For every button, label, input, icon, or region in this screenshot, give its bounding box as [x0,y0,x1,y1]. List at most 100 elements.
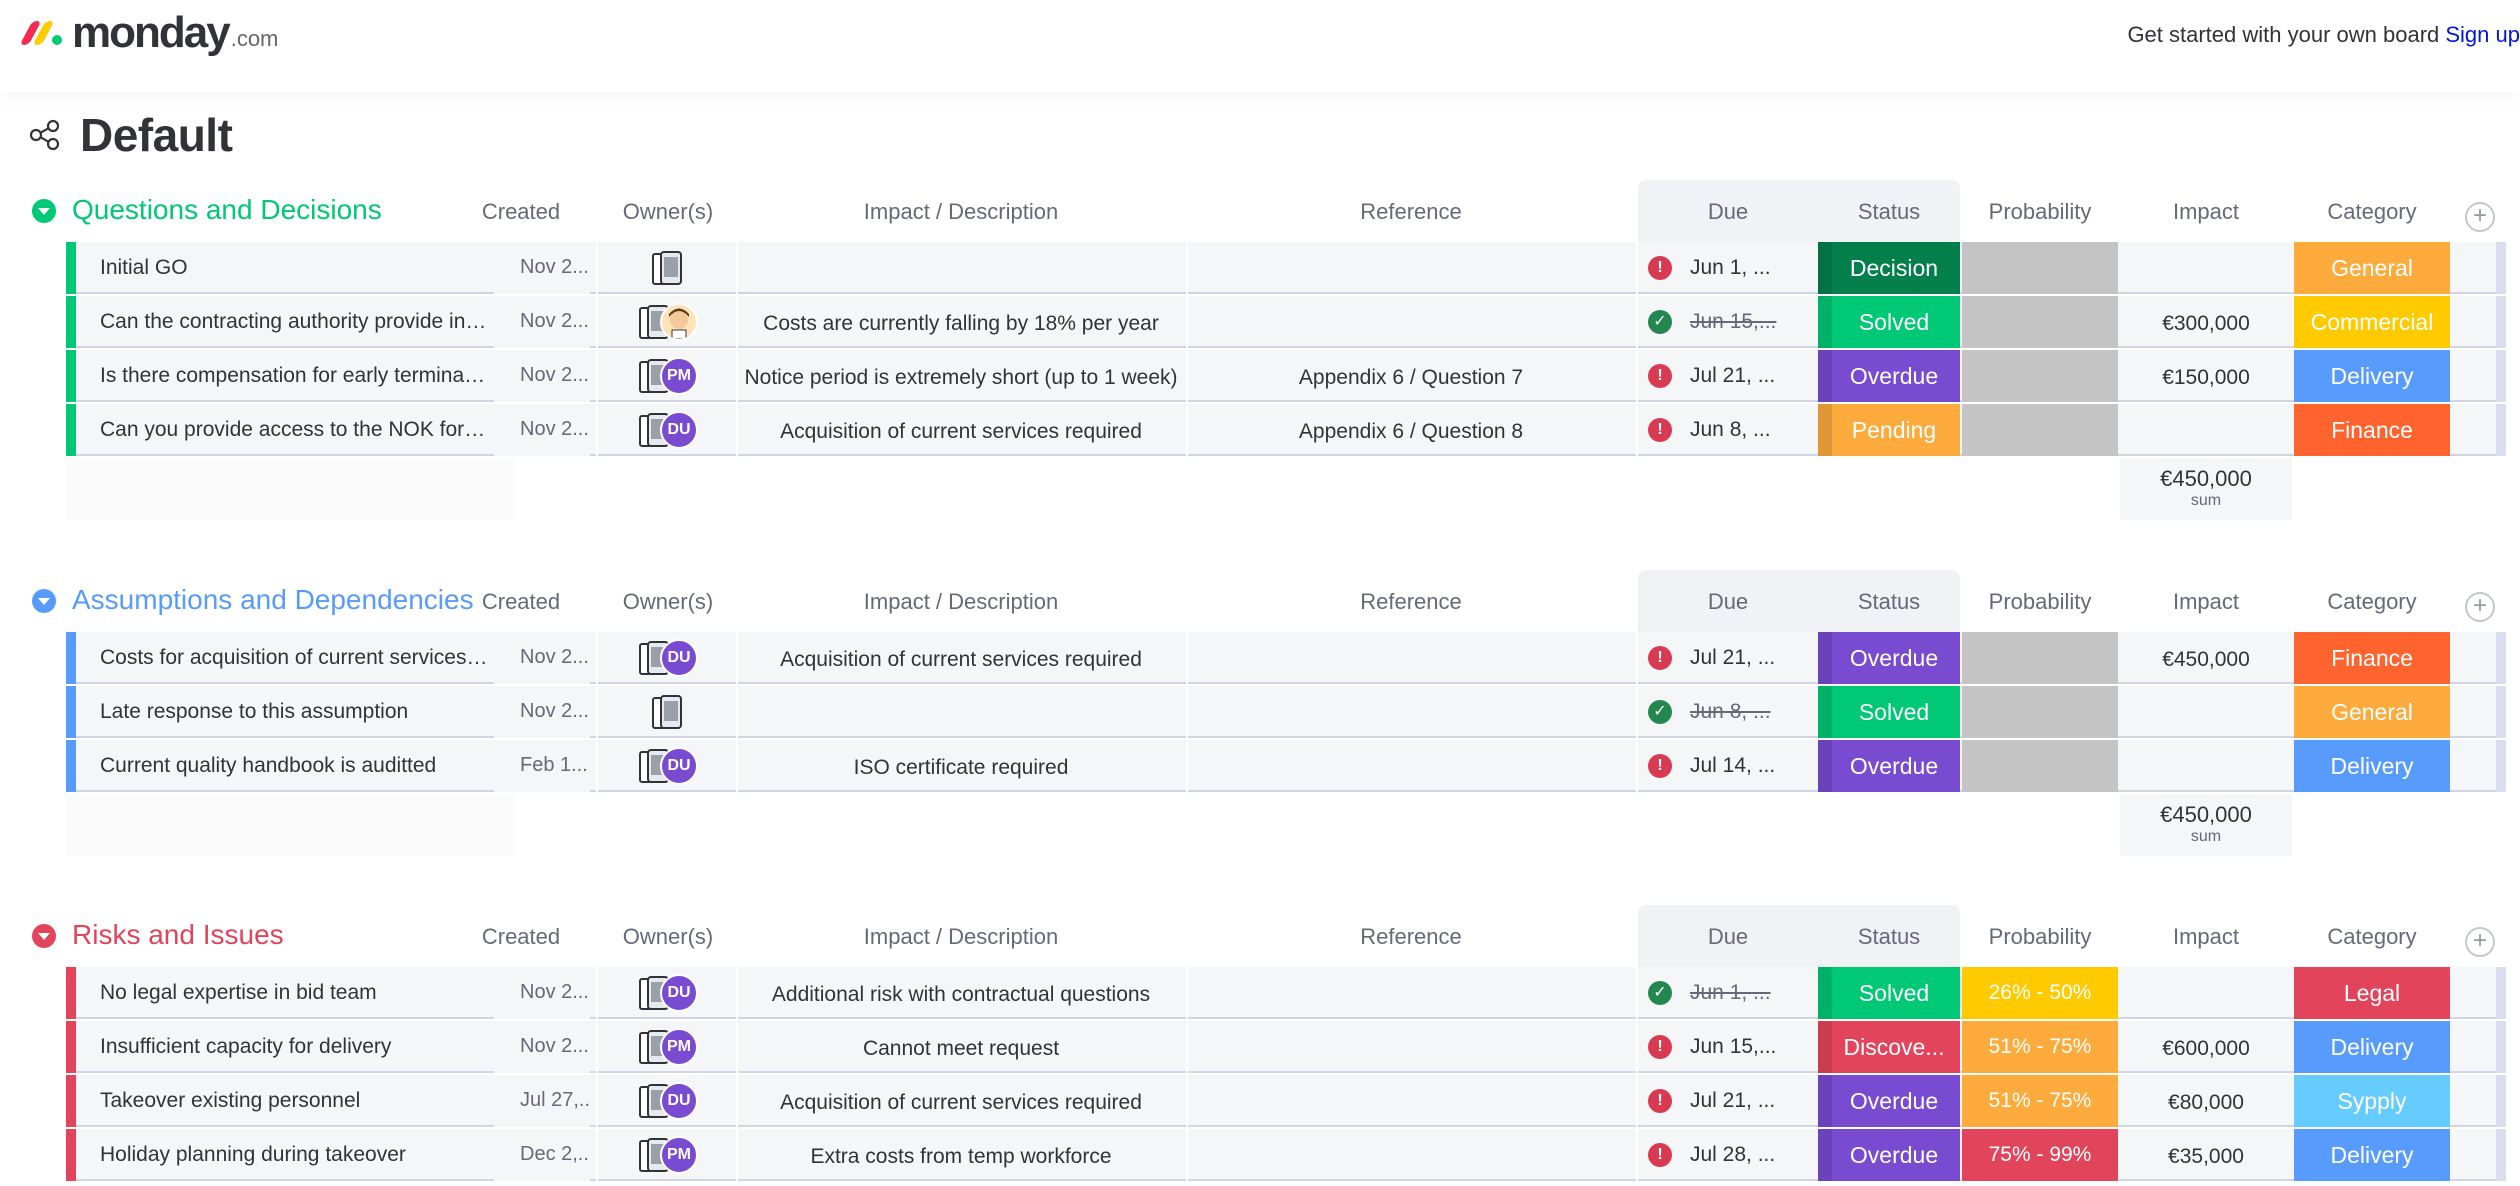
status-label[interactable]: Decision [1818,242,1960,294]
col-header-status[interactable]: Status [1857,199,1921,224]
col-header-owners[interactable]: Owner(s) [622,589,714,614]
status-label[interactable]: Discove... [1818,1021,1960,1073]
col-header-probability[interactable]: Probability [1988,589,2092,614]
table-row[interactable]: Costs for acquisition of current service… [0,632,2520,686]
probability-label[interactable] [1962,686,2118,738]
item-name[interactable]: Costs for acquisition of current service… [100,646,490,669]
add-column-icon[interactable]: + [2465,202,2495,232]
category-label[interactable]: Delivery [2294,350,2450,402]
col-header-reference[interactable]: Reference [1360,924,1462,949]
category-label[interactable]: Finance [2294,404,2450,456]
col-header-owners[interactable]: Owner(s) [622,199,714,224]
impact-cell[interactable]: €450,000 [2162,648,2250,671]
category-label[interactable]: General [2294,242,2450,294]
item-name[interactable]: Insufficient capacity for delivery [100,1035,392,1058]
col-header-description[interactable]: Impact / Description [863,924,1059,949]
description-cell[interactable]: Acquisition of current services required [780,1091,1142,1114]
avatar[interactable] [660,303,698,341]
status-label[interactable]: Overdue [1818,1075,1960,1127]
due-cell[interactable]: ! Jun 1, ... [1638,242,1818,294]
owners-cell[interactable]: PM [598,352,738,400]
item-name[interactable]: No legal expertise in bid team [100,981,377,1004]
table-row[interactable]: Is there compensation for early terminat… [0,350,2520,404]
col-header-description[interactable]: Impact / Description [863,589,1059,614]
chevron-down-icon[interactable] [32,589,56,613]
col-header-impact[interactable]: Impact [2172,199,2240,224]
table-row[interactable]: Initial GO Nov 2...! Jun 1, ... Decision Gen… [0,242,2520,296]
owners-cell[interactable]: DU [598,634,738,682]
impact-cell[interactable]: €300,000 [2162,312,2250,335]
avatar[interactable]: DU [660,747,698,785]
col-header-category[interactable]: Category [2327,924,2417,949]
col-header-impact[interactable]: Impact [2172,589,2240,614]
due-cell[interactable]: ✓ Jun 1, ... [1638,967,1818,1019]
col-header-created[interactable]: Created [481,589,561,614]
col-header-created[interactable]: Created [481,924,561,949]
owners-cell[interactable]: DU [598,742,738,790]
owners-cell[interactable]: DU [598,969,738,1017]
category-label[interactable]: Delivery [2294,1129,2450,1181]
category-label[interactable]: General [2294,686,2450,738]
status-label[interactable]: Overdue [1818,1129,1960,1181]
owners-cell[interactable]: PM [598,1131,738,1179]
item-name[interactable]: Late response to this assumption [100,700,409,723]
col-header-status[interactable]: Status [1857,924,1921,949]
reference-cell[interactable]: Appendix 6 / Question 7 [1298,366,1524,389]
description-cell[interactable]: Cannot meet request [862,1037,1060,1060]
board-title[interactable]: Default [80,109,233,161]
col-header-due[interactable]: Due [1707,589,1749,614]
col-header-reference[interactable]: Reference [1360,199,1462,224]
owners-cell[interactable]: DU [598,406,738,454]
due-cell[interactable]: ! Jun 15,... [1638,1021,1818,1073]
probability-label[interactable] [1962,404,2118,456]
status-label[interactable]: Overdue [1818,740,1960,792]
due-cell[interactable]: ✓ Jun 8, ... [1638,686,1818,738]
item-name[interactable]: Holiday planning during takeover [100,1143,406,1166]
avatar[interactable]: DU [660,974,698,1012]
group-title[interactable]: Risks and Issues [72,919,284,950]
probability-label[interactable]: 26% - 50% [1962,967,2118,1019]
table-row[interactable]: Current quality handbook is auditted Feb … [0,740,2520,794]
due-cell[interactable]: ! Jul 21, ... [1638,1075,1818,1127]
owners-cell[interactable] [598,244,738,292]
category-label[interactable]: Sypply [2294,1075,2450,1127]
col-header-category[interactable]: Category [2327,589,2417,614]
due-cell[interactable]: ! Jun 8, ... [1638,404,1818,456]
description-cell[interactable]: Costs are currently falling by 18% per y… [763,312,1159,335]
item-name[interactable]: Current quality handbook is auditted [100,754,437,777]
add-column-icon[interactable]: + [2465,927,2495,957]
category-label[interactable]: Delivery [2294,1021,2450,1073]
col-header-created[interactable]: Created [481,199,561,224]
due-cell[interactable]: ! Jul 14, ... [1638,740,1818,792]
share-icon[interactable] [28,118,62,152]
table-row[interactable]: Can you provide access to the NOK for c.… [0,404,2520,458]
col-header-owners[interactable]: Owner(s) [622,924,714,949]
col-header-description[interactable]: Impact / Description [863,199,1059,224]
category-label[interactable]: Commercial [2294,296,2450,348]
group-title[interactable]: Questions and Decisions [72,194,382,225]
due-cell[interactable]: ! Jul 21, ... [1638,350,1818,402]
chevron-down-icon[interactable] [32,924,56,948]
table-row[interactable]: Late response to this assumption Nov 2...… [0,686,2520,740]
avatar[interactable]: DU [660,1082,698,1120]
probability-label[interactable]: 75% - 99% [1962,1129,2118,1181]
col-header-probability[interactable]: Probability [1988,924,2092,949]
col-header-status[interactable]: Status [1857,589,1921,614]
category-label[interactable]: Finance [2294,632,2450,684]
item-name[interactable]: Can the contracting authority provide in… [100,310,490,333]
table-row[interactable]: Insufficient capacity for delivery Nov 2.… [0,1021,2520,1075]
group-title[interactable]: Assumptions and Dependencies [72,584,474,615]
col-header-due[interactable]: Due [1707,199,1749,224]
status-label[interactable]: Overdue [1818,350,1960,402]
item-name[interactable]: Can you provide access to the NOK for c.… [100,418,490,441]
category-label[interactable]: Delivery [2294,740,2450,792]
table-row[interactable]: Can the contracting authority provide in… [0,296,2520,350]
status-label[interactable]: Overdue [1818,632,1960,684]
reference-cell[interactable]: Appendix 6 / Question 8 [1298,420,1524,443]
description-cell[interactable]: Acquisition of current services required [780,420,1142,443]
probability-label[interactable] [1962,296,2118,348]
avatar[interactable]: DU [660,639,698,677]
avatar[interactable]: DU [660,411,698,449]
table-row[interactable]: No legal expertise in bid team Nov 2... DU… [0,967,2520,1021]
probability-label[interactable] [1962,242,2118,294]
